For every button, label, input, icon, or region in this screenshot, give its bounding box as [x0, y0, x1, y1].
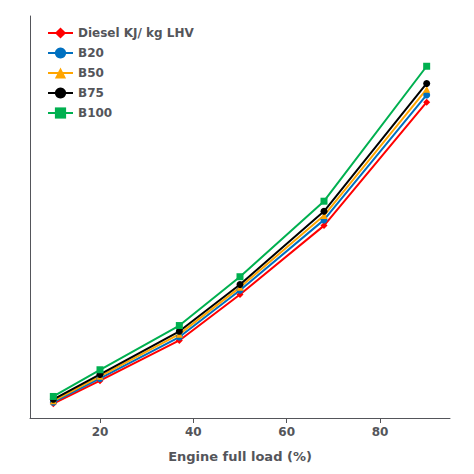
- svg-text:Engine full load (%): Engine full load (%): [168, 449, 312, 464]
- svg-text:B75: B75: [78, 86, 104, 100]
- svg-text:B100: B100: [78, 106, 112, 120]
- svg-text:B20: B20: [78, 46, 104, 60]
- svg-text:Diesel KJ/ kg LHV: Diesel KJ/ kg LHV: [78, 26, 195, 40]
- svg-text:B50: B50: [78, 66, 104, 80]
- svg-text:20: 20: [92, 425, 109, 439]
- svg-text:80: 80: [372, 425, 389, 439]
- svg-text:60: 60: [278, 425, 295, 439]
- svg-text:40: 40: [185, 425, 202, 439]
